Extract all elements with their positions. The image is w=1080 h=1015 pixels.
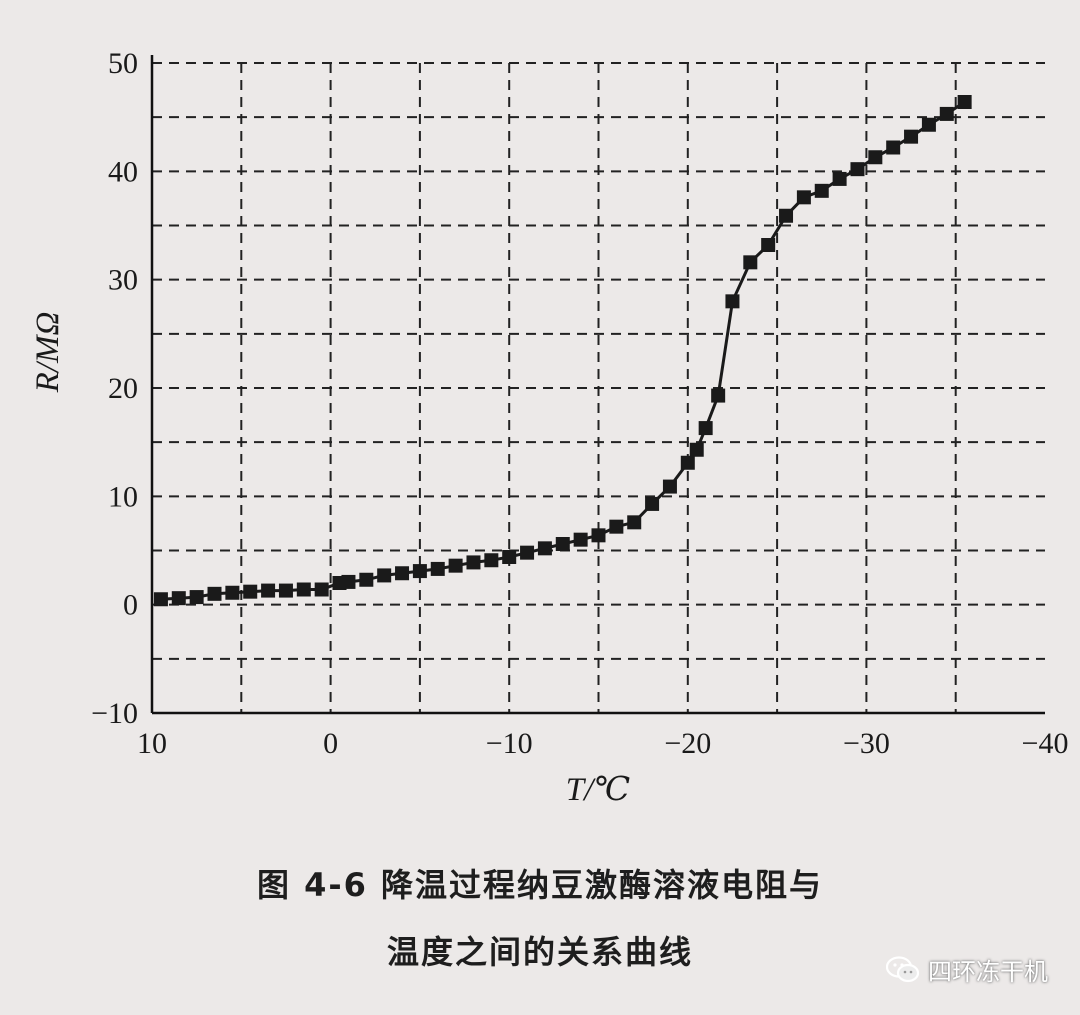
axes xyxy=(150,55,1045,715)
data-point xyxy=(314,582,329,597)
data-point xyxy=(171,591,186,606)
data-point xyxy=(662,479,677,494)
y-tick-label: 20 xyxy=(108,372,138,405)
data-point xyxy=(278,583,293,598)
data-point xyxy=(814,183,829,198)
y-tick-label: 40 xyxy=(108,155,138,188)
x-tick-labels: 10 0 −10 −20 −30 −40 xyxy=(137,727,1068,760)
figure-caption-line2: 温度之间的关系曲线 xyxy=(386,933,693,971)
data-point xyxy=(796,190,811,205)
data-point xyxy=(850,162,865,177)
y-tick-label: 50 xyxy=(108,47,138,80)
data-point xyxy=(743,255,758,270)
y-tick-label: 0 xyxy=(123,589,138,622)
data-point xyxy=(886,140,901,155)
data-point xyxy=(725,294,740,309)
data-point xyxy=(448,558,463,573)
data-point xyxy=(502,550,517,564)
data-point xyxy=(466,555,481,570)
data-point xyxy=(645,496,660,511)
x-tick-label: 10 xyxy=(137,727,167,760)
data-point xyxy=(609,519,624,534)
y-tick-labels: 50 40 30 20 10 0 −10 xyxy=(91,47,138,730)
data-point xyxy=(680,455,695,470)
y-tick-label: −10 xyxy=(91,697,138,730)
data-point xyxy=(939,106,954,121)
data-point xyxy=(153,592,168,607)
data-point xyxy=(359,572,374,587)
y-axis-title: R/MΩ xyxy=(30,312,66,394)
y-tick-label: 30 xyxy=(108,264,138,297)
data-point xyxy=(627,515,642,530)
data-point xyxy=(868,150,883,165)
data-point xyxy=(957,95,972,109)
x-tick-label: −40 xyxy=(1022,727,1069,760)
wechat-icon xyxy=(886,955,920,982)
watermark: 四环冻干机 xyxy=(886,952,1048,987)
x-tick-label: −20 xyxy=(664,727,711,760)
data-point xyxy=(573,532,588,547)
data-point xyxy=(689,442,704,457)
data-point xyxy=(189,590,204,605)
y-tick-label: 10 xyxy=(108,480,138,513)
data-point xyxy=(761,238,776,252)
resistance-temperature-chart: 10 0 −10 −20 −30 −40 50 40 30 20 10 0 −10 T/℃ R/MΩ xyxy=(30,47,1068,808)
data-point xyxy=(711,388,726,403)
data-point xyxy=(520,545,535,560)
data-point xyxy=(698,421,713,436)
data-point xyxy=(296,582,311,597)
data-point xyxy=(430,561,445,576)
data-point xyxy=(207,586,222,601)
x-tick-label: −10 xyxy=(486,727,533,760)
x-axis-title: T/℃ xyxy=(566,772,631,808)
data-point xyxy=(537,541,552,556)
data-point xyxy=(555,537,570,551)
data-point xyxy=(341,574,356,589)
data-point xyxy=(904,129,919,144)
x-tick-label: −30 xyxy=(843,727,890,760)
data-point xyxy=(377,568,392,583)
data-point xyxy=(412,564,427,579)
data-point xyxy=(243,584,258,599)
grid xyxy=(152,62,1045,713)
data-point xyxy=(591,528,606,543)
data-point xyxy=(395,566,410,581)
figure-caption-line1: 图 4-6 降温过程纳豆激酶溶液电阻与 xyxy=(256,866,824,904)
data-points xyxy=(153,95,972,607)
data-point xyxy=(225,585,240,600)
data-point xyxy=(484,553,499,568)
data-point xyxy=(779,208,794,223)
watermark-text: 四环冻干机 xyxy=(928,958,1048,986)
data-point xyxy=(261,583,276,598)
x-tick-label: 0 xyxy=(323,727,338,760)
data-point xyxy=(832,171,847,186)
data-point xyxy=(921,117,936,132)
